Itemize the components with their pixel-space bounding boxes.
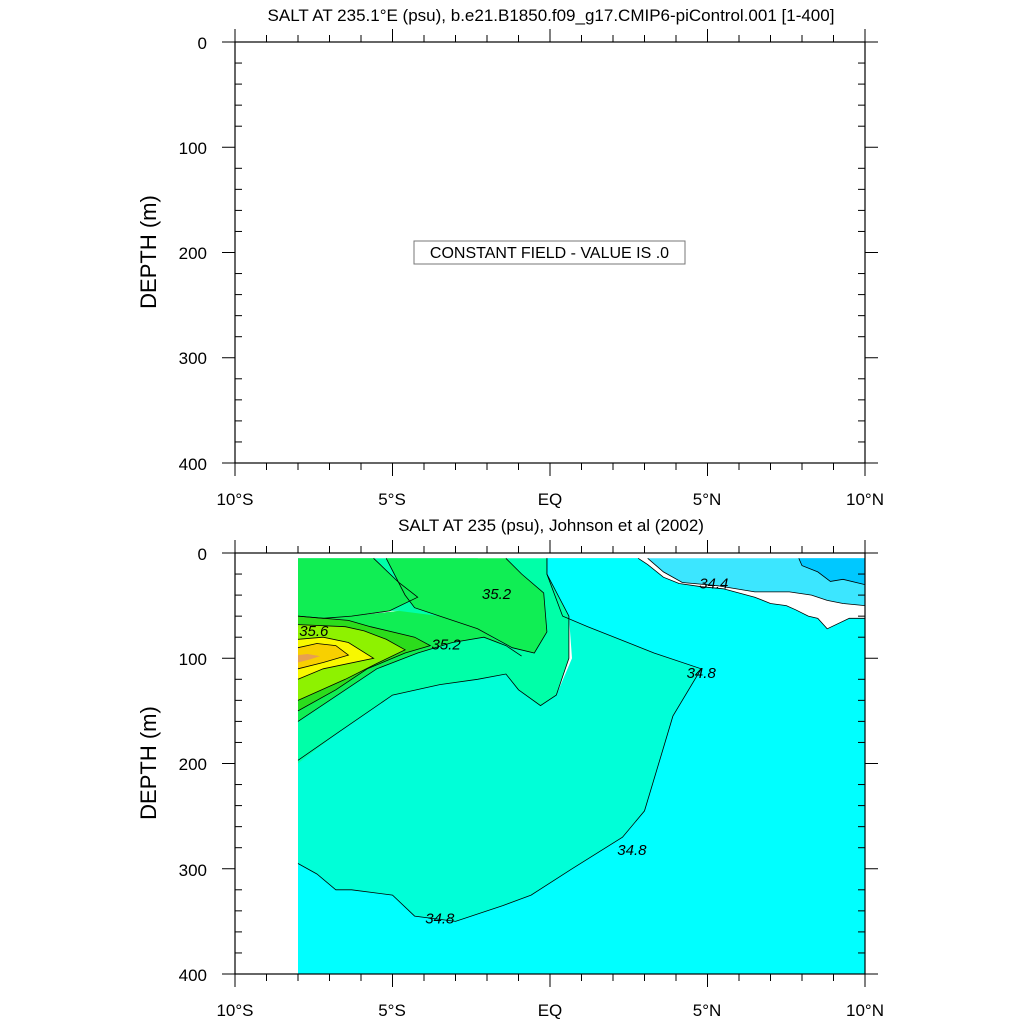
xtick-label-10s: 10°S	[216, 490, 253, 509]
salinity-region	[298, 654, 321, 663]
xtick-label-5n: 5°N	[693, 1001, 722, 1020]
ytick-label-400: 400	[179, 455, 207, 474]
ytick-label-200: 200	[179, 244, 207, 263]
contour-label: 35.2	[431, 637, 461, 654]
xtick-label-10n: 10°N	[846, 1001, 884, 1020]
constant-field-box	[413, 240, 686, 265]
contour-label: 34.8	[425, 910, 455, 927]
xtick-label-5s: 5°S	[378, 490, 406, 509]
contour-label: 34.8	[617, 842, 647, 859]
contour-line	[637, 557, 865, 630]
ytick-label-300: 300	[179, 861, 207, 880]
xtick-label-eq: EQ	[538, 1001, 563, 1020]
xtick-label-eq: EQ	[538, 490, 563, 509]
contour-line	[385, 558, 548, 654]
salinity-region	[386, 558, 547, 653]
salinity-region	[298, 643, 349, 669]
contour-line	[297, 615, 432, 712]
contour-label: 35.2	[482, 586, 512, 603]
panel-obs-ylabel: DEPTH (m)	[136, 706, 161, 820]
contour-label: 34.4	[699, 576, 728, 593]
contour-line	[297, 636, 522, 722]
contour-line-layer	[297, 557, 865, 922]
contour-line	[297, 636, 375, 680]
panel-obs: SALT AT 235 (psu), Johnson et al (2002) …	[136, 516, 884, 1020]
contour-label: 34.8	[687, 665, 717, 682]
salinity-region	[647, 558, 865, 606]
panel-obs-title: SALT AT 235 (psu), Johnson et al (2002)	[398, 516, 704, 535]
panel-model-title: SALT AT 235.1°E (psu), b.e21.B1850.f09_g…	[268, 6, 835, 25]
panel-obs-ticks	[222, 540, 878, 987]
contour-label: 35.6	[299, 623, 329, 640]
ytick-label-0: 0	[198, 34, 207, 53]
xtick-label-5n: 5°N	[693, 490, 722, 509]
panel-model-ticks	[222, 29, 878, 476]
xtick-label-10s: 10°S	[216, 1001, 253, 1020]
panel-model: SALT AT 235.1°E (psu), b.e21.B1850.f09_g…	[136, 6, 884, 509]
xtick-label-10n: 10°N	[846, 490, 884, 509]
contour-line	[297, 558, 702, 922]
panel-model-ylabel: DEPTH (m)	[136, 195, 161, 309]
contour-line	[798, 558, 865, 585]
contour-line	[297, 558, 570, 761]
ytick-label-300: 300	[179, 349, 207, 368]
xtick-label-5s: 5°S	[378, 1001, 406, 1020]
ytick-label-200: 200	[179, 755, 207, 774]
salinity-region	[298, 558, 569, 764]
salinity-region	[298, 558, 865, 974]
constant-field-message: CONSTANT FIELD - VALUE IS .0	[430, 245, 669, 262]
contour-line	[297, 643, 350, 670]
ytick-label-0: 0	[198, 545, 207, 564]
ytick-label-400: 400	[179, 966, 207, 985]
contour-line	[647, 557, 865, 606]
contour-line	[297, 624, 406, 701]
salinity-fill-layer	[298, 558, 865, 974]
salinity-region	[298, 558, 418, 619]
contour-label-layer: 35.6 35.2 35.2 34.4 34.8 34.8 34.8	[299, 576, 728, 928]
salinity-region	[798, 558, 865, 585]
ytick-label-100: 100	[179, 139, 207, 158]
ytick-label-100: 100	[179, 650, 207, 669]
